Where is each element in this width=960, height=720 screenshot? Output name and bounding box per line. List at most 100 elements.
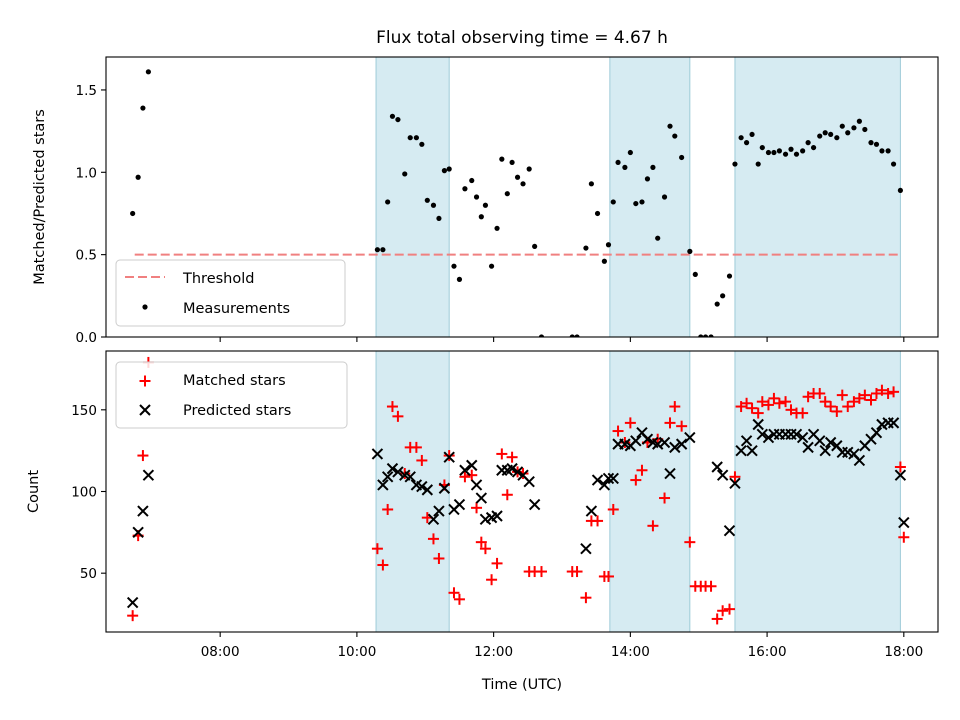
cross-b [790,428,803,441]
cross-b [506,462,518,475]
cross-b [831,440,843,452]
x-tick-label: 08:00 [201,644,240,660]
measurement-point [639,199,645,205]
predicted-stars-point [824,436,837,449]
predicted-stars-point [664,467,676,480]
predicted-stars-point [723,525,736,537]
measurement-point [765,149,772,156]
matched-stars-point [669,401,681,413]
predicted-stars-point [675,438,688,450]
cross-b [392,466,404,478]
measurement-point [627,149,633,156]
predicted-stars-point [651,438,664,450]
matched-stars-point [756,396,768,408]
cross-b [580,542,592,555]
predicted-stars-point [887,417,900,429]
predicted-stars-point [491,510,503,522]
cross-b [716,469,729,481]
cross-b [528,498,541,511]
cross-b [453,498,466,511]
measurement-point [594,210,601,217]
measurement-point [834,135,840,141]
y-tick-label: 1.5 [76,83,97,99]
matched-stars-point [382,503,394,515]
predicted-stars-point [591,474,604,486]
predicted-stars-point [443,451,455,463]
data-layer [130,69,903,337]
predicted-stars-point [790,428,803,441]
cross-b [416,480,428,493]
measurement-point [499,156,505,162]
matched-stars-point [647,520,659,532]
measurement-point [424,197,430,203]
matched-stars-point [768,392,780,404]
measurement-point [532,243,538,250]
legend: Matched stars Predicted stars [115,361,348,429]
cross-b [802,441,814,454]
cross-b [459,464,471,476]
measurement-point [845,130,851,136]
matched-stars-point [842,401,854,413]
predicted-stars-point [641,433,654,445]
predicted-stars-point [585,505,598,517]
cross-b [443,451,455,463]
predicted-stars-point [438,482,451,494]
predicted-stars-point [716,469,729,481]
observing-band [609,350,691,633]
measurement-point [380,247,386,253]
measurement-point [610,199,616,205]
measurement-point [851,125,857,131]
measurement-point [389,113,396,119]
measurement-point [738,135,744,141]
measurement-point [800,148,806,154]
matched-stars-point [814,387,826,399]
matched-stars-point [752,407,764,419]
measurement-point [385,199,391,205]
legend-box [115,361,348,429]
cross-b [142,469,155,481]
predicted-stars-point [630,435,642,447]
measurement-point [856,118,862,124]
measurement-point [478,214,484,220]
cross-b [619,438,631,450]
cross-b [664,467,676,480]
measurement-point [601,258,607,264]
measurement-point [456,276,463,282]
predicted-stars-point [814,435,826,447]
measurement-point [839,123,845,129]
measurement-point [702,334,709,337]
matched-stars-point [819,396,831,408]
matched-stars-point [636,464,648,476]
matched-stars-point [491,557,503,569]
predicted-stars-point [735,444,747,457]
y-tick-label: 150 [71,403,97,419]
predicted-stars-point [496,464,508,476]
cross-b [675,438,688,450]
measurement-point [526,166,532,172]
matched-stars-point [592,515,604,527]
predicted-stars-point [137,505,149,517]
cross-b [898,516,910,529]
measurement-point [698,334,704,337]
measurement-point [482,202,489,208]
cross-b [523,475,535,488]
threshold-legend-label: Threshold [182,271,254,287]
predicted-stars-point [523,475,535,488]
cross-b [740,435,753,447]
predicted-stars-point [404,471,416,483]
cross-b [735,444,747,457]
matched-stars-point [371,543,383,555]
matched-stars-point [433,552,445,564]
measurement-point [862,126,868,133]
cross-b [126,596,139,609]
measurement-point [667,123,673,129]
predicted-stars-point [669,441,681,454]
measurement-point [897,187,903,194]
matched-stars-point [486,574,498,586]
measurement-point [873,141,880,147]
measurement-point [672,133,678,139]
matched-stars-point [746,402,758,414]
measurement-point [771,149,777,156]
matched-stars-point [836,389,848,401]
matched-stars-point [535,566,547,578]
